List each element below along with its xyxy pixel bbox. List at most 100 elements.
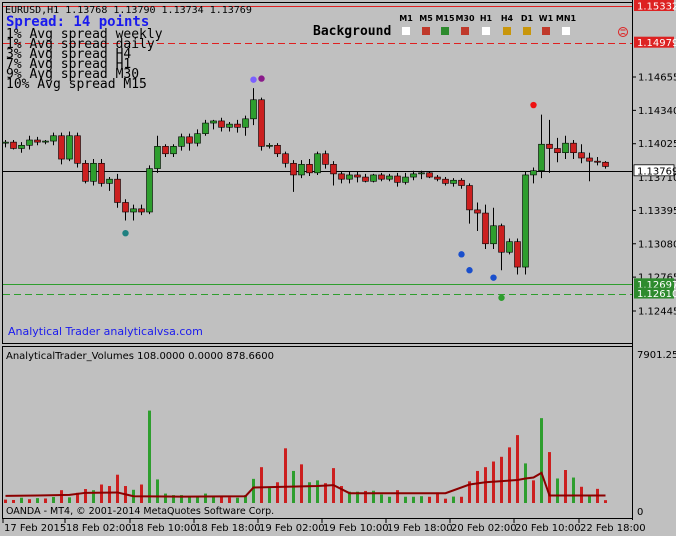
candle [234, 119, 241, 133]
volume-bar [244, 495, 247, 503]
volume-bar [444, 498, 447, 503]
avg-spread-line: 1% Avg spread weekly [6, 27, 163, 42]
volume-bar [20, 497, 23, 503]
candlesticks [2, 88, 609, 275]
candle [2, 140, 9, 148]
timeframe-d1: D1 [521, 14, 534, 35]
volume-average-line [5, 471, 606, 498]
volume-bar [276, 482, 279, 503]
volume-bar [476, 470, 479, 503]
volume-bar [172, 495, 175, 503]
volume-bar [452, 496, 455, 503]
volume-bar [68, 497, 71, 503]
volume-bar [548, 452, 551, 503]
candle [426, 171, 433, 179]
candle [506, 238, 513, 255]
candle [210, 119, 217, 130]
volume-bar [116, 474, 119, 503]
volume-bar [28, 499, 31, 503]
volume-bar [100, 484, 103, 503]
candle [394, 172, 401, 187]
volume-bar [156, 479, 159, 503]
candle [466, 183, 473, 224]
volume-bar [604, 500, 607, 503]
candle [98, 159, 105, 187]
signal-dot [466, 267, 473, 274]
close-circle-icon[interactable] [618, 27, 628, 37]
volume-bar [84, 489, 87, 503]
background-label: Background [313, 24, 391, 39]
volume-bar [316, 480, 319, 503]
candle [194, 129, 201, 147]
svg-text:H1: H1 [480, 14, 493, 23]
svg-text:D1: D1 [521, 14, 534, 23]
avg-spread-line: 10% Avg spread M15 [6, 77, 147, 92]
volume-bar [300, 464, 303, 503]
volume-bar [284, 448, 287, 503]
candle [26, 135, 33, 150]
candle [522, 171, 529, 275]
svg-text:1.12697: 1.12697 [637, 280, 676, 291]
candle [226, 122, 233, 132]
volume-bar [460, 496, 463, 503]
candle [66, 131, 73, 162]
candle [250, 88, 257, 126]
price-axis-label: 1.14340 [638, 106, 676, 117]
price-axis-label: 1.13080 [638, 239, 676, 250]
candle [50, 132, 57, 146]
time-axis-label: 18 Feb 10:00 [131, 523, 197, 534]
volume-bar [348, 491, 351, 503]
volume-bar [540, 418, 543, 503]
candle [242, 115, 249, 136]
time-axis-label: 18 Feb 02:00 [66, 523, 132, 534]
avg-spread-line: 3% Avg spread H4 [6, 47, 131, 62]
signal-dot [530, 101, 537, 109]
watermark-link[interactable]: Analytical Trader analyticalvsa.com [8, 325, 203, 338]
candle [410, 170, 417, 181]
candle [386, 173, 393, 182]
candle [458, 178, 465, 189]
volume-bar [468, 481, 471, 503]
volume-bar [508, 447, 511, 503]
avg-spread-line: 1% Avg spread daily [6, 37, 155, 52]
candle [530, 167, 537, 184]
volume-bar [436, 492, 439, 503]
candle [538, 114, 545, 179]
volume-bar [60, 490, 63, 503]
volume-indicator-title: AnalyticalTrader_Volumes 108.0000 0.0000… [6, 351, 274, 362]
candle [290, 160, 297, 192]
candle [58, 132, 65, 165]
candle [474, 202, 481, 232]
candle [562, 135, 569, 160]
volume-bar [180, 495, 183, 503]
volume-bar [220, 496, 223, 503]
candle [514, 238, 521, 275]
candle [354, 171, 361, 183]
volume-bar [372, 490, 375, 503]
volume-bar [516, 435, 519, 503]
time-axis-label: 19 Feb 18:00 [387, 523, 453, 534]
time-axis-label: 22 Feb 18:00 [580, 523, 646, 534]
volume-bar [308, 482, 311, 503]
volume-bar [396, 490, 399, 503]
timeframe-h4: H4 [501, 14, 514, 35]
volume-bar [4, 499, 7, 503]
signal-dot [122, 229, 129, 237]
copyright-text: OANDA - MT4, © 2001-2014 MetaQuotes Soft… [6, 506, 274, 517]
candle [82, 160, 89, 184]
svg-text:1.12610: 1.12610 [637, 289, 676, 300]
volume-bar [268, 487, 271, 503]
spread-line: Spread: 14 points [6, 14, 149, 30]
candle [578, 144, 585, 164]
volume-bar [12, 499, 15, 503]
candle [370, 173, 377, 183]
candle [266, 143, 273, 149]
volume-bar [252, 478, 255, 503]
volume-axis-bottom: 0 [637, 507, 643, 518]
volume-bar [484, 467, 487, 503]
volume-bar [188, 497, 191, 503]
candle [178, 133, 185, 151]
